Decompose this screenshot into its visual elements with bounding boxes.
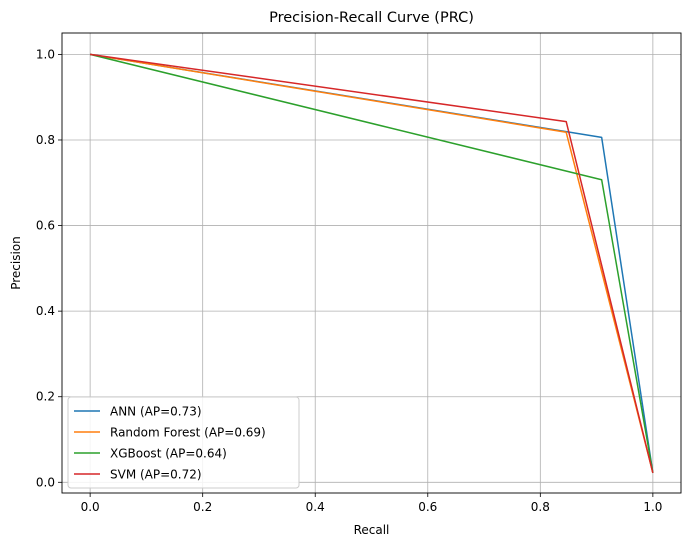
series-line-3 [90,53,654,474]
legend-entry: SVM (AP=0.72) [110,468,202,482]
y-tick-label: 0.0 [36,475,55,489]
y-tick-label: 1.0 [36,47,55,61]
series-line-2 [89,53,654,474]
x-tick-label: 0.4 [306,500,325,514]
series-line-1 [90,53,654,474]
legend-entry: Random Forest (AP=0.69) [110,426,266,440]
y-axis-label: Precision [9,236,23,290]
legend-box [67,396,300,489]
x-tick-label: 0.2 [193,500,212,514]
plot-frame [61,32,682,494]
legend: ANN (AP=0.73) Random Forest (AP=0.69) XGBo… [67,396,300,489]
chart-title: Precision-Recall Curve (PRC) [269,10,474,26]
x-tick-label: 0.0 [81,500,100,514]
series-lines [89,53,654,474]
legend-entry: ANN (AP=0.73) [110,405,202,419]
x-axis-label: Recall [354,523,390,537]
x-tick-label: 0.6 [418,500,437,514]
y-tick-label: 0.4 [36,304,55,318]
axis-ticks: 0.0 0.2 0.4 0.6 0.8 1.0 0.0 0.2 0.4 0.6 0.8 1.0 [36,47,663,514]
y-tick-label: 0.8 [36,133,55,147]
y-tick-label: 0.2 [36,390,55,404]
y-tick-label: 0.6 [36,219,55,233]
x-tick-label: 1.0 [643,500,662,514]
x-tick-label: 0.8 [531,500,550,514]
legend-entry: XGBoost (AP=0.64) [110,447,227,461]
